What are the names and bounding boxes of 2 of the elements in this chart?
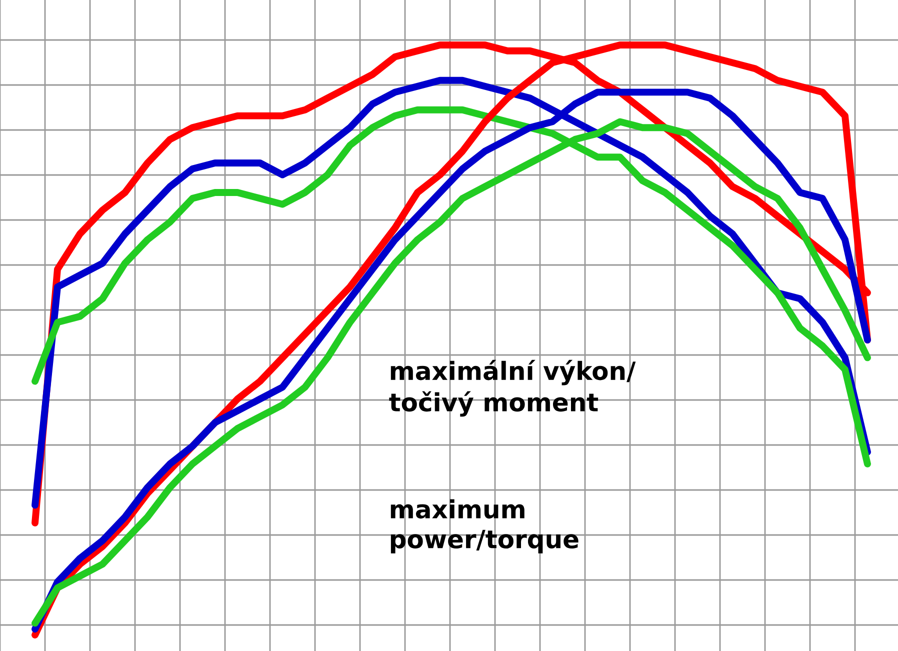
annotation: maximální výkon/ točivý moment xyxy=(389,360,636,417)
annotation: maximum power/torque xyxy=(390,499,578,554)
